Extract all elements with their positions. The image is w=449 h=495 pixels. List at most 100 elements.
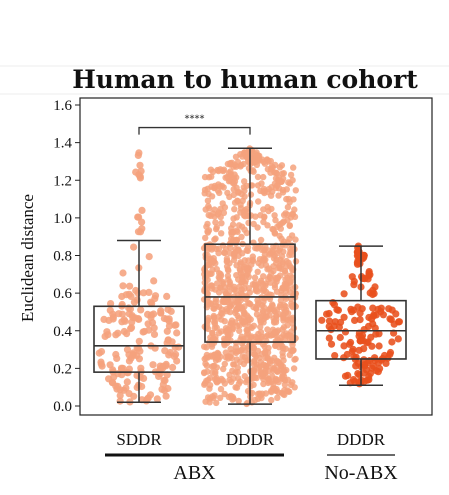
- data-point: [132, 168, 140, 176]
- data-point: [113, 354, 121, 362]
- data-point: [238, 190, 245, 198]
- data-point: [272, 319, 280, 326]
- data-point: [137, 364, 145, 372]
- data-point: [218, 328, 225, 335]
- data-point: [255, 364, 263, 371]
- data-point: [223, 257, 231, 264]
- data-point: [212, 368, 219, 376]
- data-point: [249, 253, 256, 260]
- data-point: [340, 313, 348, 321]
- data-point: [238, 346, 245, 354]
- data-point: [292, 258, 300, 265]
- data-point: [280, 211, 288, 219]
- data-point: [171, 321, 179, 329]
- data-point: [254, 224, 261, 231]
- data-point: [203, 351, 211, 359]
- data-point: [284, 217, 291, 224]
- data-point: [118, 318, 126, 326]
- data-point: [204, 197, 212, 204]
- data-point: [349, 345, 357, 353]
- data-point: [220, 280, 227, 287]
- data-point: [118, 365, 126, 373]
- data-point: [140, 374, 148, 382]
- data-point: [340, 354, 348, 362]
- data-point: [215, 274, 222, 281]
- category-label: DDDR: [337, 430, 386, 449]
- y-tick-label: 0.4: [53, 324, 72, 340]
- data-point: [258, 246, 266, 253]
- data-point: [250, 322, 258, 329]
- data-point: [273, 366, 280, 373]
- data-point: [230, 375, 237, 382]
- data-point: [353, 259, 361, 267]
- data-point: [367, 333, 375, 341]
- data-point: [205, 314, 212, 322]
- data-point: [209, 210, 217, 217]
- data-point: [226, 193, 233, 201]
- data-point: [361, 275, 369, 283]
- data-point: [277, 225, 284, 232]
- data-point: [218, 316, 225, 323]
- data-point: [162, 392, 170, 400]
- data-point: [234, 292, 242, 299]
- data-point: [268, 388, 275, 396]
- data-point: [162, 360, 170, 368]
- data-point: [209, 266, 216, 273]
- data-point: [274, 376, 281, 384]
- data-point: [151, 295, 159, 303]
- data-point: [386, 315, 394, 323]
- data-point: [291, 356, 298, 363]
- data-point: [130, 298, 138, 306]
- data-point: [129, 313, 137, 322]
- data-point: [107, 300, 115, 308]
- data-point: [144, 320, 152, 328]
- data-point: [242, 277, 249, 284]
- data-point: [356, 337, 364, 345]
- data-point: [97, 348, 106, 356]
- data-point: [233, 272, 240, 279]
- data-point: [341, 372, 350, 380]
- data-point: [243, 229, 250, 237]
- data-point: [219, 377, 227, 384]
- data-point: [239, 197, 246, 204]
- data-point: [134, 151, 142, 159]
- category-label: SDDR: [116, 430, 162, 449]
- data-point: [268, 270, 275, 277]
- axes: 0.0 0.2 0.4 0.6 0.8 1.0 1.2 1.4 1.6: [53, 97, 433, 416]
- data-point: [395, 318, 403, 326]
- data-point: [260, 218, 267, 226]
- data-point: [223, 263, 231, 270]
- data-point: [265, 375, 272, 383]
- data-point: [210, 335, 217, 342]
- data-point: [284, 204, 292, 211]
- data-point: [260, 288, 267, 295]
- data-point: [209, 258, 216, 266]
- data-point: [271, 329, 279, 336]
- data-point: [213, 374, 220, 382]
- data-point: [227, 161, 234, 168]
- data-point: [280, 248, 287, 255]
- data-point: [169, 363, 177, 371]
- data-point: [266, 357, 273, 365]
- data-point: [273, 312, 280, 320]
- data-point: [158, 385, 166, 393]
- data-point: [275, 389, 282, 396]
- data-point: [163, 292, 171, 300]
- data-point: [225, 276, 232, 283]
- data-point: [356, 316, 364, 324]
- data-point: [223, 306, 230, 313]
- data-point: [213, 224, 220, 231]
- data-point: [106, 361, 114, 369]
- data-point: [355, 346, 363, 354]
- data-point: [260, 361, 267, 368]
- data-point: [279, 349, 286, 356]
- data-point: [265, 276, 272, 283]
- data-point: [123, 378, 131, 386]
- data-point: [274, 394, 281, 401]
- data-point: [231, 206, 238, 213]
- data-point: [289, 379, 296, 386]
- data-point: [153, 395, 161, 403]
- data-point: [360, 369, 368, 377]
- data-point: [243, 312, 251, 319]
- data-point: [106, 306, 114, 314]
